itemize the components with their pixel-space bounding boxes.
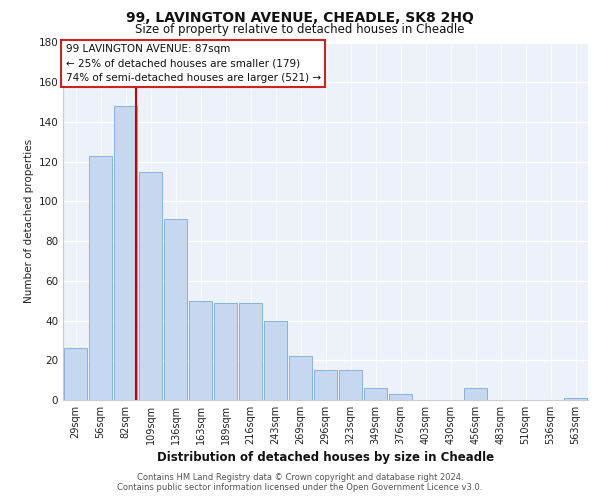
Bar: [339, 370, 362, 400]
Bar: [364, 388, 387, 400]
Y-axis label: Number of detached properties: Number of detached properties: [24, 139, 34, 304]
Text: Contains HM Land Registry data © Crown copyright and database right 2024.: Contains HM Land Registry data © Crown c…: [137, 472, 463, 482]
Bar: [89, 156, 112, 400]
Bar: [564, 398, 587, 400]
Bar: [214, 302, 237, 400]
Text: 99, LAVINGTON AVENUE, CHEADLE, SK8 2HQ: 99, LAVINGTON AVENUE, CHEADLE, SK8 2HQ: [126, 11, 474, 25]
X-axis label: Distribution of detached houses by size in Cheadle: Distribution of detached houses by size …: [157, 451, 494, 464]
Bar: [139, 172, 162, 400]
Text: 99 LAVINGTON AVENUE: 87sqm
← 25% of detached houses are smaller (179)
74% of sem: 99 LAVINGTON AVENUE: 87sqm ← 25% of deta…: [65, 44, 321, 83]
Bar: [289, 356, 312, 400]
Bar: [389, 394, 412, 400]
Bar: [189, 300, 212, 400]
Bar: [239, 302, 262, 400]
Text: Size of property relative to detached houses in Cheadle: Size of property relative to detached ho…: [135, 22, 465, 36]
Bar: [314, 370, 337, 400]
Bar: [64, 348, 87, 400]
Bar: [264, 320, 287, 400]
Bar: [114, 106, 137, 400]
Bar: [464, 388, 487, 400]
Bar: [164, 220, 187, 400]
Text: Contains public sector information licensed under the Open Government Licence v3: Contains public sector information licen…: [118, 484, 482, 492]
